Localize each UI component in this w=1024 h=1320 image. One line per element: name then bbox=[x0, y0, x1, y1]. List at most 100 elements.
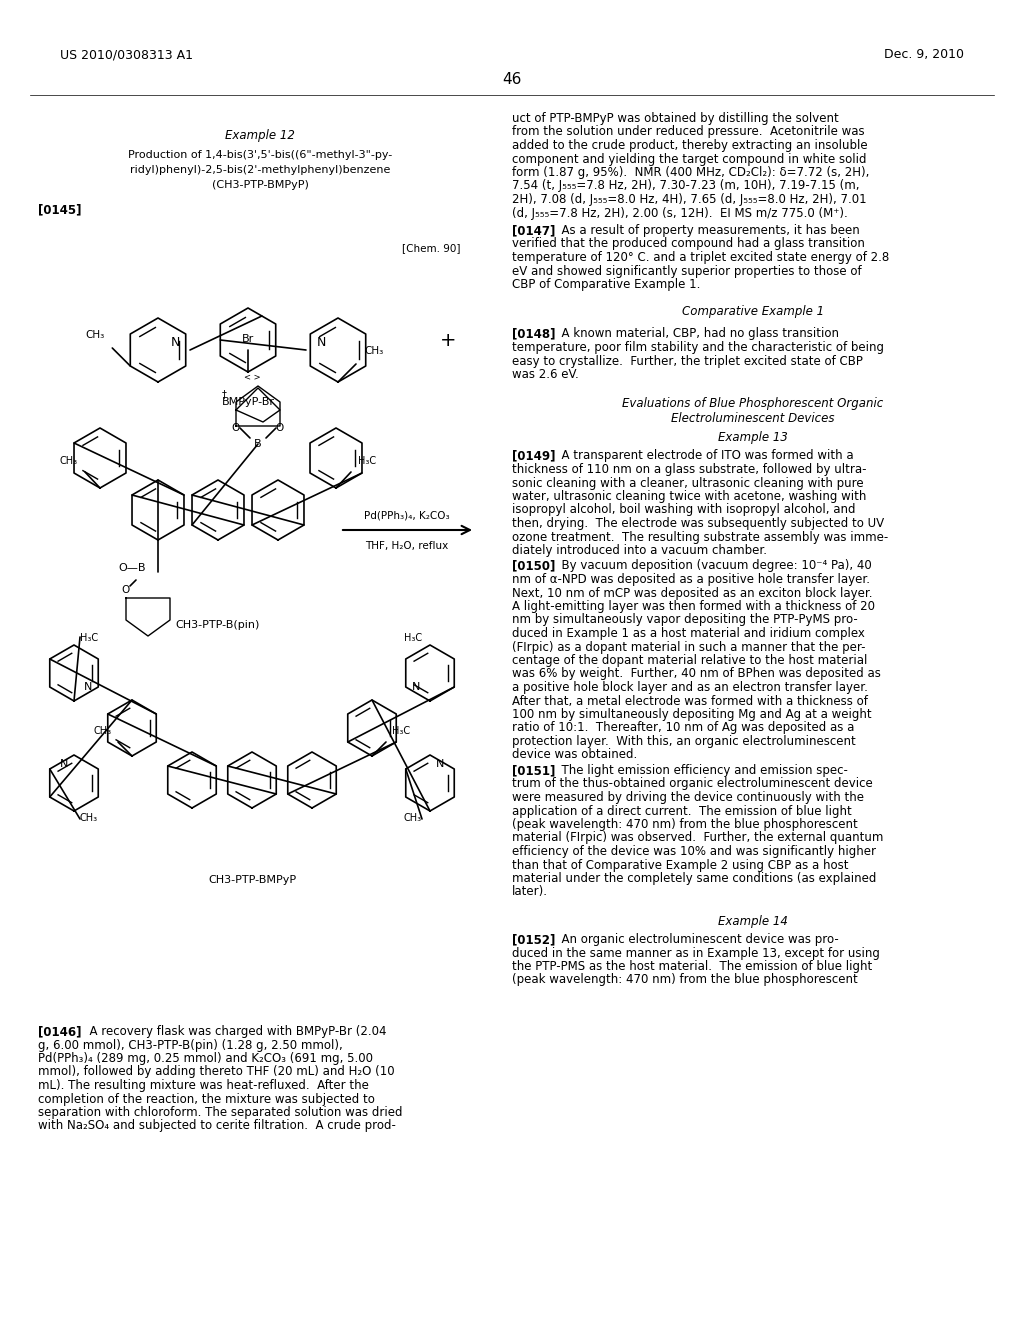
Text: temperature, poor film stability and the characteristic of being: temperature, poor film stability and the… bbox=[512, 341, 884, 354]
Text: CH₃: CH₃ bbox=[94, 726, 112, 737]
Text: N: N bbox=[59, 759, 68, 770]
Text: A known material, CBP, had no glass transition: A known material, CBP, had no glass tran… bbox=[554, 327, 839, 341]
Text: CH₃: CH₃ bbox=[59, 455, 78, 466]
Text: [0147]: [0147] bbox=[512, 224, 555, 238]
Text: added to the crude product, thereby extracting an insoluble: added to the crude product, thereby extr… bbox=[512, 139, 867, 152]
Text: Dec. 9, 2010: Dec. 9, 2010 bbox=[884, 48, 964, 61]
Text: isopropyl alcohol, boil washing with isopropyl alcohol, and: isopropyl alcohol, boil washing with iso… bbox=[512, 503, 855, 516]
Text: form (1.87 g, 95%).  NMR (400 MHz, CD₂Cl₂): δ=7.72 (s, 2H),: form (1.87 g, 95%). NMR (400 MHz, CD₂Cl₂… bbox=[512, 166, 869, 180]
Text: ratio of 10:1.  Thereafter, 10 nm of Ag was deposited as a: ratio of 10:1. Thereafter, 10 nm of Ag w… bbox=[512, 722, 854, 734]
Text: uct of PTP-BMPyP was obtained by distilling the solvent: uct of PTP-BMPyP was obtained by distill… bbox=[512, 112, 839, 125]
Text: Example 12: Example 12 bbox=[225, 128, 295, 141]
Text: H₃C: H₃C bbox=[403, 634, 422, 643]
Text: B: B bbox=[254, 440, 262, 449]
Text: material under the completely same conditions (as explained: material under the completely same condi… bbox=[512, 873, 877, 884]
Text: US 2010/0308313 A1: US 2010/0308313 A1 bbox=[60, 48, 193, 61]
Text: water, ultrasonic cleaning twice with acetone, washing with: water, ultrasonic cleaning twice with ac… bbox=[512, 490, 866, 503]
Text: CH₃: CH₃ bbox=[85, 330, 104, 341]
Text: material (FIrpic) was observed.  Further, the external quantum: material (FIrpic) was observed. Further,… bbox=[512, 832, 884, 845]
Text: sonic cleaning with a cleaner, ultrasonic cleaning with pure: sonic cleaning with a cleaner, ultrasoni… bbox=[512, 477, 863, 490]
Text: 46: 46 bbox=[503, 73, 521, 87]
Text: component and yielding the target compound in white solid: component and yielding the target compou… bbox=[512, 153, 866, 165]
Text: a positive hole block layer and as an electron transfer layer.: a positive hole block layer and as an el… bbox=[512, 681, 868, 694]
Text: O—B: O—B bbox=[118, 564, 145, 573]
Text: (CH3-PTP-BMPyP): (CH3-PTP-BMPyP) bbox=[212, 180, 308, 190]
Text: protection layer.  With this, an organic electroluminescent: protection layer. With this, an organic … bbox=[512, 735, 856, 748]
Text: N: N bbox=[436, 759, 444, 770]
Text: ridyl)phenyl)-2,5-bis(2'-methylphenyl)benzene: ridyl)phenyl)-2,5-bis(2'-methylphenyl)be… bbox=[130, 165, 390, 176]
Text: efficiency of the device was 10% and was significantly higher: efficiency of the device was 10% and was… bbox=[512, 845, 876, 858]
Text: CH₃: CH₃ bbox=[364, 346, 383, 356]
Text: nm by simultaneously vapor depositing the PTP-PyMS pro-: nm by simultaneously vapor depositing th… bbox=[512, 614, 858, 627]
Text: A light-emitting layer was then formed with a thickness of 20: A light-emitting layer was then formed w… bbox=[512, 601, 874, 612]
Text: The light emission efficiency and emission spec-: The light emission efficiency and emissi… bbox=[554, 764, 848, 777]
Text: N: N bbox=[316, 337, 326, 348]
Text: CH₃: CH₃ bbox=[403, 813, 422, 822]
Text: O: O bbox=[231, 422, 240, 433]
Text: eV and showed significantly superior properties to those of: eV and showed significantly superior pro… bbox=[512, 264, 861, 277]
Text: the PTP-PMS as the host material.  The emission of blue light: the PTP-PMS as the host material. The em… bbox=[512, 960, 872, 973]
Text: †: † bbox=[221, 389, 226, 399]
Text: (peak wavelength: 470 nm) from the blue phosphorescent: (peak wavelength: 470 nm) from the blue … bbox=[512, 974, 858, 986]
Text: completion of the reaction, the mixture was subjected to: completion of the reaction, the mixture … bbox=[38, 1093, 375, 1106]
Text: O: O bbox=[275, 422, 284, 433]
Text: A transparent electrode of ITO was formed with a: A transparent electrode of ITO was forme… bbox=[554, 450, 854, 462]
Text: [0150]: [0150] bbox=[512, 560, 555, 573]
Text: [0148]: [0148] bbox=[512, 327, 555, 341]
Text: An organic electroluminescent device was pro-: An organic electroluminescent device was… bbox=[554, 933, 839, 946]
Text: [0145]: [0145] bbox=[38, 203, 82, 216]
Text: separation with chloroform. The separated solution was dried: separation with chloroform. The separate… bbox=[38, 1106, 402, 1119]
Text: Example 13: Example 13 bbox=[718, 432, 787, 445]
Text: +: + bbox=[439, 330, 457, 350]
Text: By vacuum deposition (vacuum degree: 10⁻⁴ Pa), 40: By vacuum deposition (vacuum degree: 10⁻… bbox=[554, 560, 871, 573]
Text: H₃C: H₃C bbox=[80, 634, 98, 643]
Text: A recovery flask was charged with BMPyP-Br (2.04: A recovery flask was charged with BMPyP-… bbox=[82, 1026, 386, 1038]
Text: < >: < > bbox=[244, 374, 260, 383]
Text: Pd(PPh₃)₄, K₂CO₃: Pd(PPh₃)₄, K₂CO₃ bbox=[365, 511, 450, 521]
Text: Comparative Example 1: Comparative Example 1 bbox=[682, 305, 824, 318]
Text: [Chem. 90]: [Chem. 90] bbox=[401, 243, 460, 253]
Text: thickness of 110 nm on a glass substrate, followed by ultra-: thickness of 110 nm on a glass substrate… bbox=[512, 463, 866, 477]
Text: [0146]: [0146] bbox=[38, 1026, 82, 1038]
Text: Br: Br bbox=[242, 334, 254, 345]
Text: Electroluminescent Devices: Electroluminescent Devices bbox=[672, 412, 835, 425]
Text: H₃C: H₃C bbox=[392, 726, 411, 737]
Text: CBP of Comparative Example 1.: CBP of Comparative Example 1. bbox=[512, 279, 700, 290]
Text: Evaluations of Blue Phosphorescent Organic: Evaluations of Blue Phosphorescent Organ… bbox=[623, 397, 884, 411]
Text: diately introduced into a vacuum chamber.: diately introduced into a vacuum chamber… bbox=[512, 544, 767, 557]
Text: verified that the produced compound had a glass transition: verified that the produced compound had … bbox=[512, 238, 865, 251]
Text: [0152]: [0152] bbox=[512, 933, 555, 946]
Text: Next, 10 nm of mCP was deposited as an exciton block layer.: Next, 10 nm of mCP was deposited as an e… bbox=[512, 586, 872, 599]
Text: CH₃: CH₃ bbox=[80, 813, 98, 822]
Text: later).: later). bbox=[512, 886, 548, 899]
Text: application of a direct current.  The emission of blue light: application of a direct current. The emi… bbox=[512, 804, 852, 817]
Text: 2H), 7.08 (d, J₅₅₅=8.0 Hz, 4H), 7.65 (d, J₅₅₅=8.0 Hz, 2H), 7.01: 2H), 7.08 (d, J₅₅₅=8.0 Hz, 4H), 7.65 (d,… bbox=[512, 193, 866, 206]
Text: Pd(PPh₃)₄ (289 mg, 0.25 mmol) and K₂CO₃ (691 mg, 5.00: Pd(PPh₃)₄ (289 mg, 0.25 mmol) and K₂CO₃ … bbox=[38, 1052, 373, 1065]
Text: (peak wavelength: 470 nm) from the blue phosphorescent: (peak wavelength: 470 nm) from the blue … bbox=[512, 818, 858, 832]
Text: with Na₂SO₄ and subjected to cerite filtration.  A crude prod-: with Na₂SO₄ and subjected to cerite filt… bbox=[38, 1119, 396, 1133]
Text: then, drying.  The electrode was subsequently subjected to UV: then, drying. The electrode was subseque… bbox=[512, 517, 884, 531]
Text: THF, H₂O, reflux: THF, H₂O, reflux bbox=[366, 541, 449, 550]
Text: was 6% by weight.  Further, 40 nm of BPhen was deposited as: was 6% by weight. Further, 40 nm of BPhe… bbox=[512, 668, 881, 681]
Text: [0149]: [0149] bbox=[512, 450, 555, 462]
Text: (FIrpic) as a dopant material in such a manner that the per-: (FIrpic) as a dopant material in such a … bbox=[512, 640, 865, 653]
Text: were measured by driving the device continuously with the: were measured by driving the device cont… bbox=[512, 791, 864, 804]
Text: duced in Example 1 as a host material and iridium complex: duced in Example 1 as a host material an… bbox=[512, 627, 865, 640]
Text: temperature of 120° C. and a triplet excited state energy of 2.8: temperature of 120° C. and a triplet exc… bbox=[512, 251, 889, 264]
Text: Example 14: Example 14 bbox=[718, 915, 787, 928]
Text: BMPyP-Br: BMPyP-Br bbox=[221, 397, 274, 407]
Text: centage of the dopant material relative to the host material: centage of the dopant material relative … bbox=[512, 653, 867, 667]
Text: [0151]: [0151] bbox=[512, 764, 555, 777]
Text: After that, a metal electrode was formed with a thickness of: After that, a metal electrode was formed… bbox=[512, 694, 868, 708]
Text: trum of the thus-obtained organic electroluminescent device: trum of the thus-obtained organic electr… bbox=[512, 777, 872, 791]
Text: 7.54 (t, J₅₅₅=7.8 Hz, 2H), 7.30-7.23 (m, 10H), 7.19-7.15 (m,: 7.54 (t, J₅₅₅=7.8 Hz, 2H), 7.30-7.23 (m,… bbox=[512, 180, 859, 193]
Text: N: N bbox=[170, 337, 180, 348]
Text: Production of 1,4-bis(3',5'-bis((6"-methyl-3"-py-: Production of 1,4-bis(3',5'-bis((6"-meth… bbox=[128, 150, 392, 160]
Text: mL). The resulting mixture was heat-refluxed.  After the: mL). The resulting mixture was heat-refl… bbox=[38, 1078, 369, 1092]
Text: H₃C: H₃C bbox=[358, 455, 376, 466]
Text: from the solution under reduced pressure.  Acetonitrile was: from the solution under reduced pressure… bbox=[512, 125, 864, 139]
Text: O: O bbox=[122, 585, 130, 595]
Text: CH3-PTP-B(pin): CH3-PTP-B(pin) bbox=[176, 620, 260, 630]
Text: (d, J₅₅₅=7.8 Hz, 2H), 2.00 (s, 12H).  EI MS m/z 775.0 (M⁺).: (d, J₅₅₅=7.8 Hz, 2H), 2.00 (s, 12H). EI … bbox=[512, 206, 848, 219]
Text: nm of α-NPD was deposited as a positive hole transfer layer.: nm of α-NPD was deposited as a positive … bbox=[512, 573, 870, 586]
